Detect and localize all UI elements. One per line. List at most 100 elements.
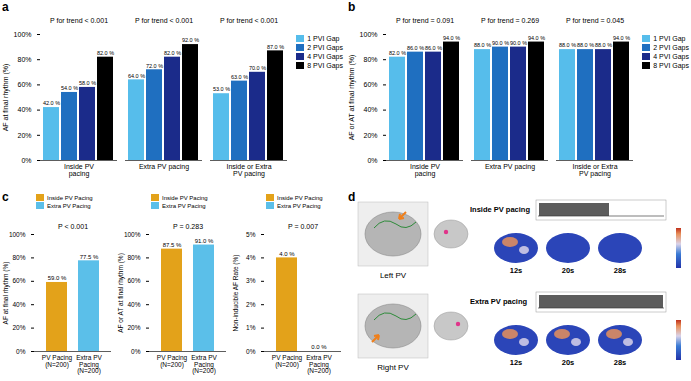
svg-text:100%: 100% <box>360 31 378 38</box>
svg-text:59.0 %: 59.0 % <box>48 275 67 281</box>
svg-text:64.0 %: 64.0 % <box>128 73 145 79</box>
svg-text:70.0 %: 70.0 % <box>249 65 266 71</box>
svg-text:Extra PVPacing(N=200): Extra PVPacing(N=200) <box>306 354 332 375</box>
svg-text:AF at final rhythm (%): AF at final rhythm (%) <box>2 64 10 132</box>
svg-text:P for trend = 0.045: P for trend = 0.045 <box>566 17 624 24</box>
svg-text:86.0 %: 86.0 % <box>425 45 442 51</box>
svg-text:20s: 20s <box>562 358 575 367</box>
svg-text:90.0 %: 90.0 % <box>492 40 509 46</box>
svg-text:0%: 0% <box>367 157 377 164</box>
svg-text:PV Pacing(N=200): PV Pacing(N=200) <box>157 354 188 369</box>
svg-text:60%: 60% <box>127 277 140 284</box>
svg-text:0%: 0% <box>246 348 256 355</box>
html-text:b: b <box>348 0 356 14</box>
svg-text:100%: 100% <box>14 31 32 38</box>
svg-text:Non-inducible AF Rate (%): Non-inducible AF Rate (%) <box>232 255 240 332</box>
svg-text:28s: 28s <box>614 358 627 367</box>
svg-text:60%: 60% <box>363 81 377 88</box>
svg-text:5%: 5% <box>246 231 256 238</box>
svg-text:63.0 %: 63.0 % <box>231 74 248 80</box>
svg-text:87.5 %: 87.5 % <box>163 242 182 248</box>
svg-text:91.0 %: 91.0 % <box>195 238 214 244</box>
svg-text:40%: 40% <box>12 301 25 308</box>
svg-text:100%: 100% <box>124 231 141 238</box>
svg-text:82.0 %: 82.0 % <box>97 50 114 56</box>
svg-text:80%: 80% <box>17 56 31 63</box>
svg-text:53.0 %: 53.0 % <box>213 86 230 92</box>
svg-text:Extra PV pacing: Extra PV pacing <box>470 297 528 306</box>
svg-text:80%: 80% <box>363 56 377 63</box>
svg-text:90.0 %: 90.0 % <box>510 40 527 46</box>
svg-text:20%: 20% <box>363 132 377 139</box>
html-text:d: d <box>348 190 356 204</box>
svg-text:4.0 %: 4.0 % <box>279 251 295 257</box>
svg-text:Inside or ExtraPV pacing: Inside or ExtraPV pacing <box>226 163 271 178</box>
svg-text:82.0 %: 82.0 % <box>389 50 406 56</box>
svg-text:20%: 20% <box>12 324 25 331</box>
svg-text:100%: 100% <box>9 231 26 238</box>
svg-text:0%: 0% <box>16 348 26 355</box>
svg-text:P for trend < 0.001: P for trend < 0.001 <box>220 17 278 24</box>
svg-text:P for trend = 0.091: P for trend = 0.091 <box>396 17 454 24</box>
svg-text:0%: 0% <box>21 157 31 164</box>
svg-text:60%: 60% <box>17 81 31 88</box>
svg-text:P < 0.001: P < 0.001 <box>58 223 88 230</box>
svg-text:40%: 40% <box>127 301 140 308</box>
svg-text:80%: 80% <box>127 254 140 261</box>
svg-text:P for trend < 0.001: P for trend < 0.001 <box>135 17 193 24</box>
svg-text:60%: 60% <box>12 277 25 284</box>
svg-text:2%: 2% <box>246 301 256 308</box>
svg-text:Extra PVPacing(N=200): Extra PVPacing(N=200) <box>191 354 217 375</box>
svg-text:42.0 %: 42.0 % <box>43 100 60 106</box>
svg-text:Extra PV pacing: Extra PV pacing <box>139 163 189 171</box>
svg-text:72.0 %: 72.0 % <box>146 63 163 69</box>
svg-text:88.0 %: 88.0 % <box>595 42 612 48</box>
svg-text:0.0 %: 0.0 % <box>311 344 327 350</box>
svg-text:PV Pacing(N=200): PV Pacing(N=200) <box>272 354 303 369</box>
svg-text:P for trend = 0.269: P for trend = 0.269 <box>481 17 539 24</box>
html-text:a: a <box>2 0 9 14</box>
svg-text:40%: 40% <box>17 106 31 113</box>
svg-text:P = 0.283: P = 0.283 <box>173 223 203 230</box>
svg-text:94.0 %: 94.0 % <box>528 35 545 41</box>
svg-text:88.0 %: 88.0 % <box>474 42 491 48</box>
svg-text:Extra PV pacing: Extra PV pacing <box>485 163 535 171</box>
svg-text:Left PV: Left PV <box>380 271 407 280</box>
svg-text:1%: 1% <box>246 324 256 331</box>
svg-text:12s: 12s <box>510 358 523 367</box>
svg-text:88.0 %: 88.0 % <box>559 42 576 48</box>
svg-text:PV Pacing(N=200): PV Pacing(N=200) <box>42 354 73 369</box>
svg-text:P = 0.007: P = 0.007 <box>288 223 318 230</box>
svg-text:3%: 3% <box>246 277 256 284</box>
svg-text:94.0 %: 94.0 % <box>443 35 460 41</box>
html-text:1 PVI Gap: 1 PVI Gap <box>307 35 340 42</box>
svg-text:86.0 %: 86.0 % <box>407 45 424 51</box>
svg-text:28s: 28s <box>614 266 627 275</box>
svg-text:Inside PVpacing: Inside PVpacing <box>64 163 94 178</box>
svg-text:54.0 %: 54.0 % <box>61 85 78 91</box>
svg-text:94.0 %: 94.0 % <box>613 35 630 41</box>
svg-text:88.0 %: 88.0 % <box>577 42 594 48</box>
svg-text:AF or AT at final rhythm (%): AF or AT at final rhythm (%) <box>117 253 125 333</box>
svg-text:20s: 20s <box>562 266 575 275</box>
svg-text:Inside PV pacing: Inside PV pacing <box>470 205 530 214</box>
svg-text:20%: 20% <box>127 324 140 331</box>
svg-text:58.0 %: 58.0 % <box>79 80 96 86</box>
svg-text:Extra PVPacing(N=200): Extra PVPacing(N=200) <box>76 354 102 375</box>
svg-text:12s: 12s <box>510 266 523 275</box>
svg-text:Inside or ExtraPV pacing: Inside or ExtraPV pacing <box>572 163 617 178</box>
svg-text:40%: 40% <box>363 106 377 113</box>
svg-text:Inside PVpacing: Inside PVpacing <box>410 163 440 178</box>
svg-text:77.5 %: 77.5 % <box>80 254 99 260</box>
svg-text:P for trend < 0.001: P for trend < 0.001 <box>50 17 108 24</box>
svg-text:20%: 20% <box>17 132 31 139</box>
svg-text:0%: 0% <box>131 348 141 355</box>
svg-text:80%: 80% <box>12 254 25 261</box>
svg-text:87.0 %: 87.0 % <box>267 44 284 50</box>
svg-text:82.0 %: 82.0 % <box>164 50 181 56</box>
svg-text:4%: 4% <box>246 254 256 261</box>
svg-text:AF or AT at final rhythm (%): AF or AT at final rhythm (%) <box>348 55 356 141</box>
svg-text:92.0 %: 92.0 % <box>182 37 199 43</box>
svg-text:Right PV: Right PV <box>377 363 409 372</box>
svg-text:AF at final rhythm (%): AF at final rhythm (%) <box>2 262 10 325</box>
